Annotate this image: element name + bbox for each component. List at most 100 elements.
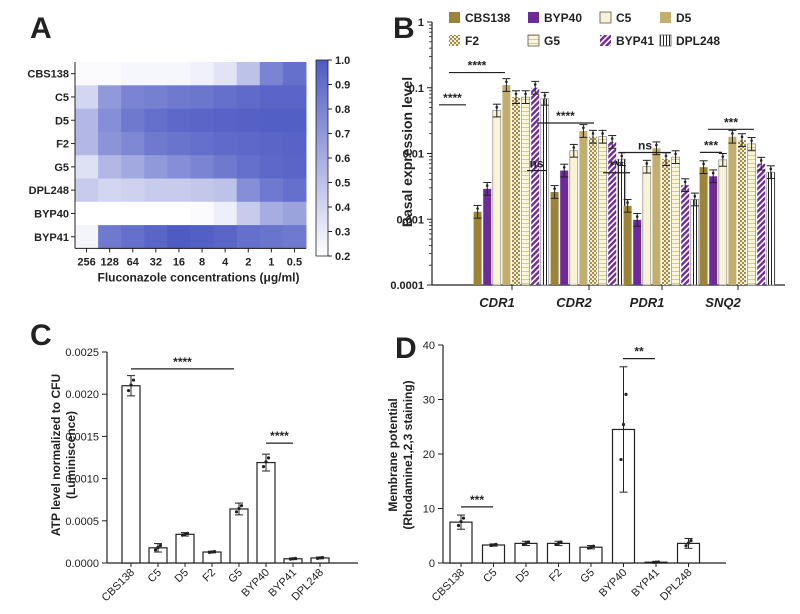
heat-cell bbox=[213, 62, 238, 86]
heat-col-label: 4 bbox=[222, 256, 229, 268]
d-point bbox=[494, 542, 498, 547]
b-bar-BYP40 bbox=[633, 219, 642, 285]
heat-cell bbox=[98, 85, 122, 110]
c-sig-1: **** bbox=[173, 355, 192, 369]
b-y-tick-label: 0.0001 bbox=[390, 280, 424, 292]
heat-cell bbox=[167, 131, 191, 156]
panel-label-b: B bbox=[393, 12, 415, 45]
colorbar-label: 0.8 bbox=[335, 104, 350, 116]
heat-cell bbox=[75, 225, 99, 249]
panel-label-a: A bbox=[30, 12, 52, 45]
d-y-tick-label: 20 bbox=[423, 449, 435, 461]
heat-cell bbox=[190, 225, 215, 249]
b-y-title: Basal expression level bbox=[399, 77, 415, 227]
heat-cell bbox=[190, 131, 215, 156]
d-point bbox=[589, 545, 593, 549]
b-bar-F2 bbox=[512, 97, 520, 285]
membrane-chart: 0 10 20 30 40 Membrane potential (Rhodamine1,2… bbox=[386, 340, 726, 604]
b-y-tick-label: 1 bbox=[418, 17, 424, 29]
heat-cell bbox=[98, 201, 122, 226]
b-point bbox=[553, 187, 556, 191]
b-bar-CBS138 bbox=[699, 167, 708, 285]
b-legend-swatch bbox=[528, 12, 539, 23]
b-point bbox=[601, 132, 604, 135]
heat-cell bbox=[167, 178, 191, 203]
c-point bbox=[293, 556, 298, 560]
colorbar-label: 0.7 bbox=[335, 129, 350, 141]
d-point bbox=[651, 560, 656, 564]
c-point bbox=[315, 556, 320, 560]
b-bar-C5 bbox=[718, 159, 728, 286]
c-point bbox=[320, 555, 325, 560]
b-bar-G5 bbox=[671, 156, 680, 286]
b-bar-BYP40 bbox=[483, 188, 492, 285]
b-bar-F2 bbox=[589, 136, 597, 285]
heat-cell bbox=[121, 85, 145, 110]
b-point bbox=[645, 162, 649, 165]
b-legend-label: D5 bbox=[676, 11, 692, 25]
b-sig-cdr2-a: ns bbox=[529, 157, 543, 171]
heat-cell bbox=[213, 178, 238, 203]
c-y-tick-label: 0.0005 bbox=[65, 516, 99, 528]
heat-cell bbox=[259, 131, 284, 156]
b-point bbox=[626, 201, 629, 204]
d-point bbox=[461, 516, 466, 520]
heat-cell bbox=[236, 108, 261, 133]
heat-cell bbox=[167, 62, 191, 86]
heat-col-label: 32 bbox=[150, 256, 162, 268]
heat-cell bbox=[167, 85, 191, 110]
b-bar-DPL248 bbox=[766, 171, 776, 286]
heat-cell bbox=[75, 85, 99, 110]
heat-cell bbox=[144, 155, 168, 179]
b-point bbox=[750, 139, 753, 142]
heat-cell bbox=[213, 131, 238, 156]
c-point bbox=[261, 465, 266, 469]
b-point bbox=[562, 166, 566, 169]
b-point bbox=[664, 154, 668, 158]
c-bar-D5 bbox=[175, 533, 195, 564]
b-point bbox=[610, 137, 614, 140]
c-point bbox=[288, 557, 293, 561]
b-point bbox=[769, 167, 773, 171]
c-point bbox=[153, 548, 158, 552]
heat-cell bbox=[213, 155, 238, 179]
d-y-tick-label: 10 bbox=[423, 504, 435, 516]
heat-cell bbox=[98, 225, 122, 249]
b-point bbox=[533, 83, 537, 86]
heat-cell bbox=[144, 178, 168, 203]
heat-cell bbox=[167, 108, 191, 133]
heat-cell bbox=[121, 225, 145, 249]
c-point bbox=[318, 556, 322, 560]
d-y-title: Membrane potential bbox=[386, 398, 400, 511]
heat-col-label: 64 bbox=[127, 256, 140, 268]
d-y-tick-label: 40 bbox=[423, 340, 435, 352]
b-bar-CBS138 bbox=[550, 191, 559, 285]
heat-cell bbox=[75, 178, 99, 203]
b-bar-D5 bbox=[502, 85, 511, 285]
d-x-tick-label: CBS138 bbox=[430, 567, 467, 604]
b-point bbox=[485, 184, 489, 187]
c-x-tick-label: D5 bbox=[173, 567, 191, 585]
heat-cell bbox=[144, 131, 168, 156]
heat-cell bbox=[121, 155, 145, 179]
b-y-tick-label: 0.001 bbox=[396, 214, 424, 226]
d-point bbox=[554, 542, 558, 547]
heat-cell bbox=[144, 201, 168, 226]
c-point bbox=[291, 557, 295, 561]
b-point bbox=[759, 159, 763, 162]
c-y-tick-label: 0.0010 bbox=[65, 474, 99, 486]
b-category-label: SNQ2 bbox=[705, 295, 741, 310]
b-legend-label: BYP41 bbox=[616, 34, 654, 48]
b-bar-BYP41 bbox=[681, 185, 690, 285]
heat-row-label: G5 bbox=[54, 162, 69, 174]
b-legend-swatch bbox=[659, 34, 672, 47]
b-point bbox=[683, 180, 687, 184]
b-category-label: CDR2 bbox=[556, 295, 592, 310]
b-point bbox=[693, 194, 697, 198]
heat-cell bbox=[282, 225, 307, 249]
c-point bbox=[185, 531, 190, 535]
c-point bbox=[180, 533, 185, 537]
c-y-tick-label: 0.0020 bbox=[65, 389, 99, 401]
b-bar-CBS138 bbox=[473, 211, 482, 285]
